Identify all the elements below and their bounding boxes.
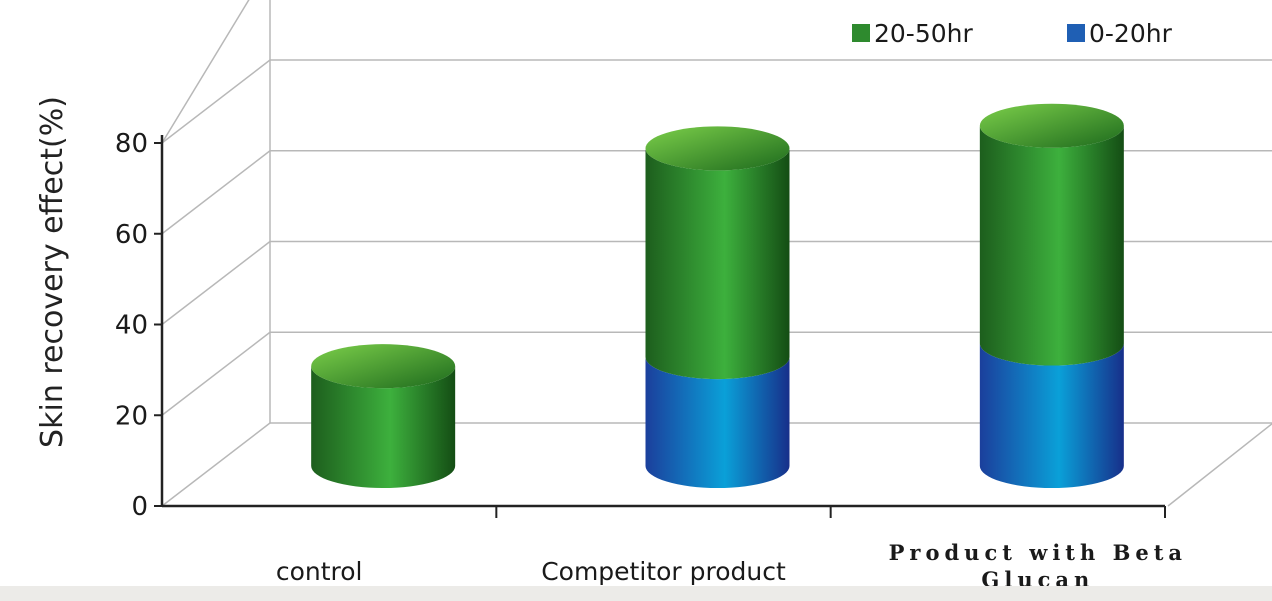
x-category-label: control bbox=[276, 557, 363, 586]
bar-group-1 bbox=[645, 126, 790, 488]
legend-swatch bbox=[1067, 24, 1085, 42]
bar-20-50hr bbox=[645, 148, 790, 380]
bar-20-50hr bbox=[311, 366, 456, 488]
bar-top-cap bbox=[311, 344, 456, 389]
gridline-diagonal-80 bbox=[161, 59, 271, 144]
labels-layer: 0 20 40 60 80 control Competitor product Produc… bbox=[115, 129, 1187, 592]
x-category-label: Competitor product bbox=[541, 557, 786, 586]
legend: 20-50hr 0-20hr bbox=[852, 19, 1173, 48]
gridline-diagonal-upper bbox=[161, 0, 250, 144]
bar-group-0 bbox=[311, 344, 456, 488]
y-tick-label: 80 bbox=[115, 129, 148, 159]
gridline-diagonal-60 bbox=[161, 150, 271, 235]
axis-layer bbox=[154, 135, 1166, 518]
y-tick-label: 20 bbox=[115, 401, 148, 431]
bars-layer bbox=[311, 103, 1124, 488]
floor-right-edge bbox=[1167, 422, 1272, 507]
x-category-label: Product with Beta bbox=[889, 540, 1187, 565]
gridline-diagonal-20 bbox=[161, 331, 271, 416]
y-axis-label: Skin recovery effect(%) bbox=[35, 96, 70, 448]
y-tick-label: 0 bbox=[131, 492, 148, 522]
y-tick-label: 40 bbox=[115, 311, 148, 341]
legend-label: 20-50hr bbox=[874, 19, 973, 48]
legend-swatch bbox=[852, 24, 870, 42]
bar-top-cap bbox=[979, 103, 1124, 148]
bar-0-20hr bbox=[979, 343, 1124, 488]
bar-top-cap bbox=[645, 126, 790, 171]
gridline-diagonal-40 bbox=[161, 240, 271, 326]
bar-20-50hr bbox=[979, 125, 1124, 366]
legend-label: 0-20hr bbox=[1089, 19, 1173, 48]
floor-left-edge bbox=[161, 422, 271, 507]
bottom-band bbox=[0, 586, 1272, 601]
bar-0-20hr bbox=[645, 357, 790, 488]
bar-group-2 bbox=[979, 103, 1124, 488]
y-tick-label: 60 bbox=[115, 220, 148, 250]
